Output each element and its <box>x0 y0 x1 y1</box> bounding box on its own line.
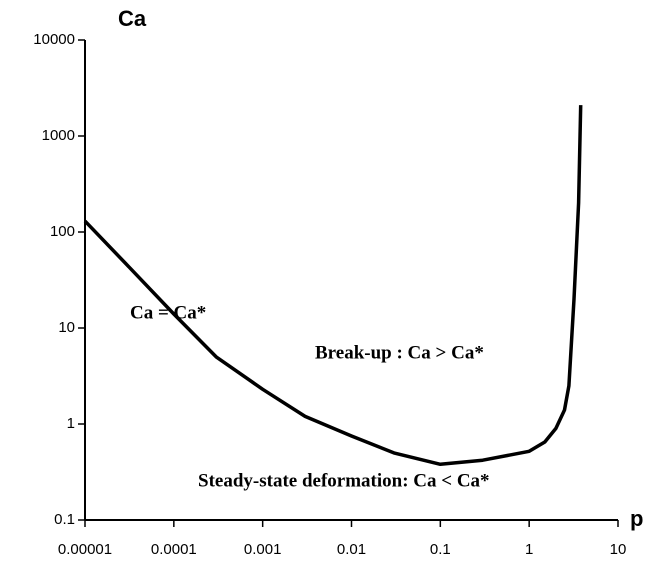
x-tick-label: 10 <box>610 541 627 558</box>
y-axis-label: Ca <box>118 6 147 31</box>
y-tick-label: 10 <box>58 319 75 336</box>
x-tick-label: 0.1 <box>430 541 451 558</box>
annotation: Steady-state deformation: Ca < Ca* <box>198 470 490 491</box>
y-tick-label: 1 <box>67 415 75 432</box>
y-tick-label: 100 <box>50 223 75 240</box>
y-tick-label: 1000 <box>42 127 75 144</box>
x-axis-label: p <box>630 506 643 531</box>
y-tick-label: 0.1 <box>54 511 75 528</box>
x-tick-label: 0.001 <box>244 541 282 558</box>
annotation: Ca = Ca* <box>130 302 206 323</box>
x-tick-label: 1 <box>525 541 533 558</box>
y-tick-label: 10000 <box>33 31 75 48</box>
data-line <box>83 105 583 467</box>
x-tick-label: 0.0001 <box>151 541 197 558</box>
annotation: Break-up : Ca > Ca* <box>315 342 484 363</box>
x-tick-label: 0.01 <box>337 541 366 558</box>
x-tick-label: 0.00001 <box>58 541 112 558</box>
